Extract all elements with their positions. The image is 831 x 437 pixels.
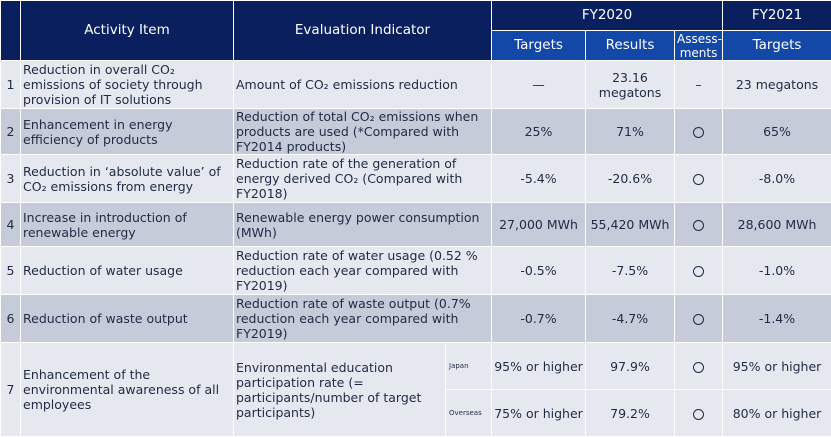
target-fy2020: -0.7% [492, 295, 586, 343]
result-fy2020: 79.2% [586, 390, 675, 437]
target-fy2020: — [492, 61, 586, 109]
circle-assessment-icon [693, 220, 704, 231]
header-fy2021: FY2021 [723, 1, 831, 31]
evaluation-indicator: Reduction rate of the generation of ener… [234, 155, 492, 203]
table-row: 4 Increase in introduction of renewable … [1, 203, 831, 247]
row-number: 2 [1, 109, 21, 155]
assessment [675, 109, 723, 155]
evaluation-indicator: Reduction rate of waste output (0.7% red… [234, 295, 492, 343]
evaluation-indicator: Renewable energy power consumption (MWh) [234, 203, 492, 247]
activity-item: Increase in introduction of renewable en… [21, 203, 234, 247]
table-row: 6 Reduction of waste output Reduction ra… [1, 295, 831, 343]
table-row: 1 Reduction in overall CO₂ emissions of … [1, 61, 831, 109]
evaluation-indicator: Environmental education participation ra… [234, 343, 446, 437]
activity-item: Reduction in ‘absolute value’ of CO₂ emi… [21, 155, 234, 203]
result-fy2020: 55,420 MWh [586, 203, 675, 247]
target-fy2021: -1.0% [723, 247, 831, 295]
table-row: 3 Reduction in ‘absolute value’ of CO₂ e… [1, 155, 831, 203]
target-fy2020: -0.5% [492, 247, 586, 295]
circle-assessment-icon [693, 314, 704, 325]
assessment [675, 295, 723, 343]
circle-assessment-icon [693, 174, 704, 185]
row-number: 3 [1, 155, 21, 203]
circle-assessment-icon [693, 266, 704, 277]
target-fy2021: 95% or higher [723, 343, 831, 390]
target-fy2020: 75% or higher [492, 390, 586, 437]
result-fy2020: -7.5% [586, 247, 675, 295]
evaluation-indicator: Amount of CO₂ emissions reduction [234, 61, 492, 109]
activity-item: Enhancement in energy efficiency of prod… [21, 109, 234, 155]
header-number [1, 1, 21, 61]
header-fy2020: FY2020 [492, 1, 723, 31]
row-number: 4 [1, 203, 21, 247]
result-fy2020: 71% [586, 109, 675, 155]
target-fy2021: 80% or higher [723, 390, 831, 437]
table-row: 5 Reduction of water usage Reduction rat… [1, 247, 831, 295]
target-fy2020: -5.4% [492, 155, 586, 203]
table-row: 7 Enhancement of the environmental aware… [1, 343, 831, 390]
activity-item: Enhancement of the environmental awarene… [21, 343, 234, 437]
activity-item: Reduction in overall CO₂ emissions of so… [21, 61, 234, 109]
assessment [675, 155, 723, 203]
header-targets-fy2021: Targets [723, 31, 831, 61]
evaluation-indicator: Reduction of total CO₂ emissions when pr… [234, 109, 492, 155]
circle-assessment-icon [693, 127, 704, 138]
result-fy2020: 23.16 megatons [586, 61, 675, 109]
evaluation-indicator: Reduction rate of water usage (0.52 % re… [234, 247, 492, 295]
result-fy2020: -4.7% [586, 295, 675, 343]
row-number: 6 [1, 295, 21, 343]
region-label-japan: Japan [446, 343, 492, 390]
activity-item: Reduction of waste output [21, 295, 234, 343]
row-number: 7 [1, 343, 21, 437]
header-results: Results [586, 31, 675, 61]
activity-item: Reduction of water usage [21, 247, 234, 295]
row-number: 5 [1, 247, 21, 295]
target-fy2021: 28,600 MWh [723, 203, 831, 247]
target-fy2020: 95% or higher [492, 343, 586, 390]
assessment [675, 343, 723, 390]
assessment [675, 390, 723, 437]
result-fy2020: -20.6% [586, 155, 675, 203]
header-targets: Targets [492, 31, 586, 61]
assessment [675, 203, 723, 247]
circle-assessment-icon [693, 362, 704, 373]
header-activity-item: Activity Item [21, 1, 234, 61]
row-number: 1 [1, 61, 21, 109]
circle-assessment-icon [693, 409, 704, 420]
header-assessments: Assess- ments [675, 31, 723, 61]
target-fy2021: 23 megatons [723, 61, 831, 109]
target-fy2021: -1.4% [723, 295, 831, 343]
target-fy2020: 27,000 MWh [492, 203, 586, 247]
assessment [675, 247, 723, 295]
target-fy2020: 25% [492, 109, 586, 155]
header-evaluation-indicator: Evaluation Indicator [234, 1, 492, 61]
target-fy2021: -8.0% [723, 155, 831, 203]
region-label-overseas: Overseas [446, 390, 492, 437]
assessment: – [675, 61, 723, 109]
target-fy2021: 65% [723, 109, 831, 155]
table-row: 2 Enhancement in energy efficiency of pr… [1, 109, 831, 155]
result-fy2020: 97.9% [586, 343, 675, 390]
